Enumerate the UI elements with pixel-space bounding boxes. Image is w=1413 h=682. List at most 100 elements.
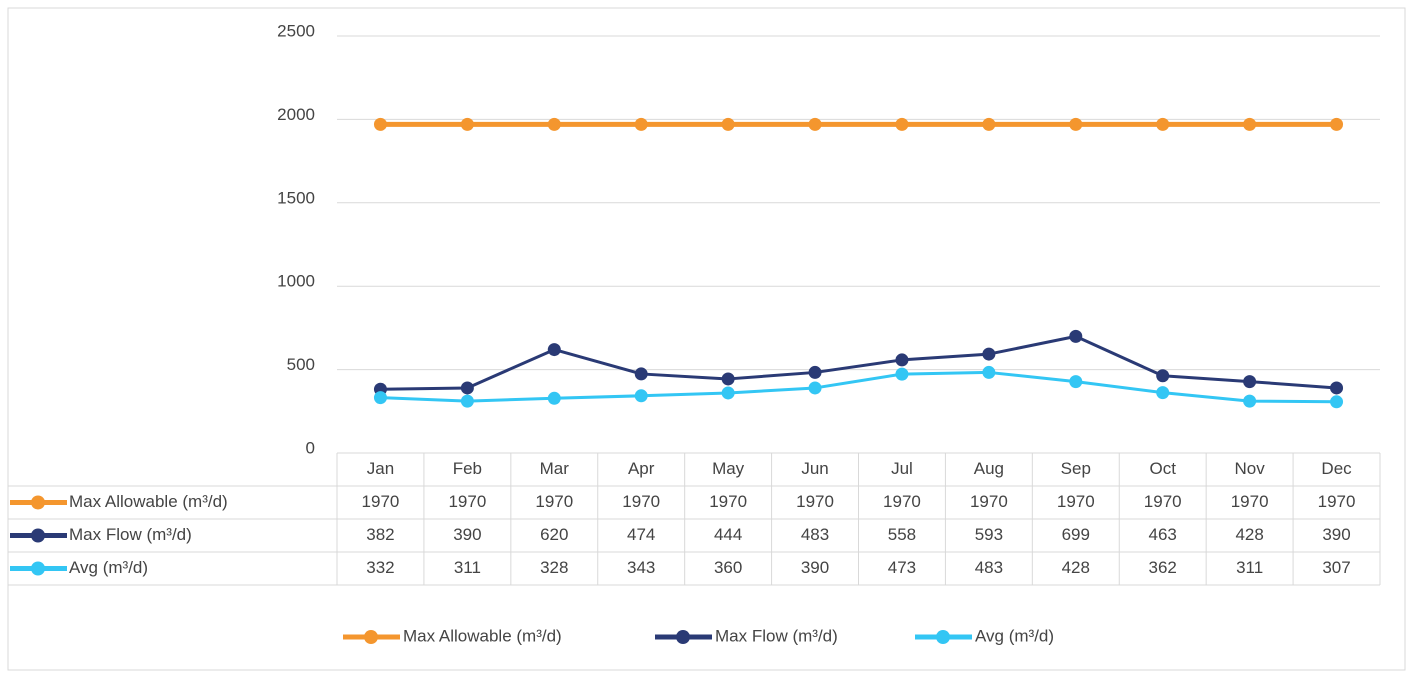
table-cell: 593 bbox=[975, 525, 1003, 544]
table-cell: 483 bbox=[801, 525, 829, 544]
point bbox=[547, 343, 561, 357]
point bbox=[460, 381, 474, 395]
table-row-label: Avg (m³/d) bbox=[69, 558, 148, 577]
table-cell: 428 bbox=[1062, 558, 1090, 577]
table-cell: 1970 bbox=[448, 492, 486, 511]
x-tick-label: May bbox=[712, 459, 745, 478]
point bbox=[808, 117, 822, 131]
table-cell: 307 bbox=[1322, 558, 1350, 577]
table-cell: 1970 bbox=[1318, 492, 1356, 511]
point bbox=[1330, 395, 1344, 409]
point bbox=[982, 117, 996, 131]
legend-marker bbox=[364, 630, 378, 644]
x-tick-label: Nov bbox=[1235, 459, 1266, 478]
x-tick-label: Jan bbox=[367, 459, 394, 478]
table-cell: 1970 bbox=[535, 492, 573, 511]
point bbox=[895, 117, 909, 131]
y-tick-label: 0 bbox=[306, 438, 315, 457]
point bbox=[634, 117, 648, 131]
table-cell: 1970 bbox=[883, 492, 921, 511]
x-tick-label: Oct bbox=[1149, 459, 1176, 478]
point bbox=[1156, 369, 1170, 383]
table-cell: 1970 bbox=[970, 492, 1008, 511]
point bbox=[721, 117, 735, 131]
table-cell: 444 bbox=[714, 525, 742, 544]
table-cell: 483 bbox=[975, 558, 1003, 577]
x-tick-label: Sep bbox=[1061, 459, 1091, 478]
point bbox=[460, 117, 474, 131]
y-tick-label: 500 bbox=[287, 355, 315, 374]
legend-marker bbox=[676, 630, 690, 644]
legend-label: Max Flow (m³/d) bbox=[715, 626, 838, 645]
table-cell: 1970 bbox=[1057, 492, 1095, 511]
table-cell: 474 bbox=[627, 525, 655, 544]
table-cell: 1970 bbox=[1144, 492, 1182, 511]
point bbox=[1069, 117, 1083, 131]
table-cell: 390 bbox=[453, 525, 481, 544]
legend-label: Max Allowable (m³/d) bbox=[403, 626, 562, 645]
point bbox=[1330, 381, 1344, 395]
table-cell: 360 bbox=[714, 558, 742, 577]
table-cell: 473 bbox=[888, 558, 916, 577]
legend-marker bbox=[31, 561, 45, 576]
table-row-label: Max Flow (m³/d) bbox=[69, 525, 192, 544]
table-cell: 332 bbox=[366, 558, 394, 577]
point bbox=[1243, 117, 1257, 131]
point bbox=[460, 394, 474, 408]
x-tick-label: Apr bbox=[628, 459, 655, 478]
table-cell: 311 bbox=[454, 558, 481, 577]
point bbox=[373, 117, 387, 131]
table-cell: 620 bbox=[540, 525, 568, 544]
point bbox=[721, 386, 735, 400]
point bbox=[895, 353, 909, 367]
point bbox=[1156, 386, 1170, 400]
legend-marker bbox=[936, 630, 950, 644]
point bbox=[1243, 375, 1257, 389]
table-cell: 1970 bbox=[796, 492, 834, 511]
table-row-label: Max Allowable (m³/d) bbox=[69, 492, 228, 511]
x-tick-label: Dec bbox=[1321, 459, 1352, 478]
x-tick-label: Aug bbox=[974, 459, 1004, 478]
x-tick-label: Jun bbox=[801, 459, 828, 478]
table-cell: 463 bbox=[1149, 525, 1177, 544]
table-cell: 699 bbox=[1062, 525, 1090, 544]
table-cell: 1970 bbox=[709, 492, 747, 511]
y-tick-label: 1000 bbox=[277, 272, 315, 291]
table-cell: 382 bbox=[366, 525, 394, 544]
table-cell: 1970 bbox=[622, 492, 660, 511]
table-cell: 428 bbox=[1235, 525, 1263, 544]
table-cell: 328 bbox=[540, 558, 568, 577]
point bbox=[1156, 117, 1170, 131]
point bbox=[373, 391, 387, 405]
legend-marker bbox=[31, 495, 45, 510]
point bbox=[895, 367, 909, 381]
table-cell: 390 bbox=[1322, 525, 1350, 544]
point bbox=[1069, 329, 1083, 343]
line-series bbox=[380, 370, 1337, 404]
table-cell: 1970 bbox=[1231, 492, 1269, 511]
point bbox=[634, 367, 648, 381]
legend-marker bbox=[31, 528, 45, 543]
point bbox=[1243, 394, 1257, 408]
y-tick-label: 2000 bbox=[277, 105, 315, 124]
point bbox=[982, 347, 996, 361]
point bbox=[808, 365, 822, 379]
line-series bbox=[380, 334, 1337, 391]
table-cell: 362 bbox=[1149, 558, 1177, 577]
point bbox=[721, 372, 735, 386]
table-cell: 1970 bbox=[362, 492, 400, 511]
x-tick-label: Mar bbox=[540, 459, 570, 478]
table-cell: 311 bbox=[1236, 558, 1263, 577]
point bbox=[547, 117, 561, 131]
point bbox=[547, 391, 561, 405]
chart-frame bbox=[7, 7, 1406, 671]
y-tick-label: 1500 bbox=[277, 188, 315, 207]
x-tick-label: Feb bbox=[453, 459, 482, 478]
legend-label: Avg (m³/d) bbox=[975, 626, 1054, 645]
point bbox=[982, 365, 996, 379]
x-tick-label: Jul bbox=[891, 459, 913, 478]
point bbox=[1069, 375, 1083, 389]
table-cell: 343 bbox=[627, 558, 655, 577]
point bbox=[634, 389, 648, 403]
